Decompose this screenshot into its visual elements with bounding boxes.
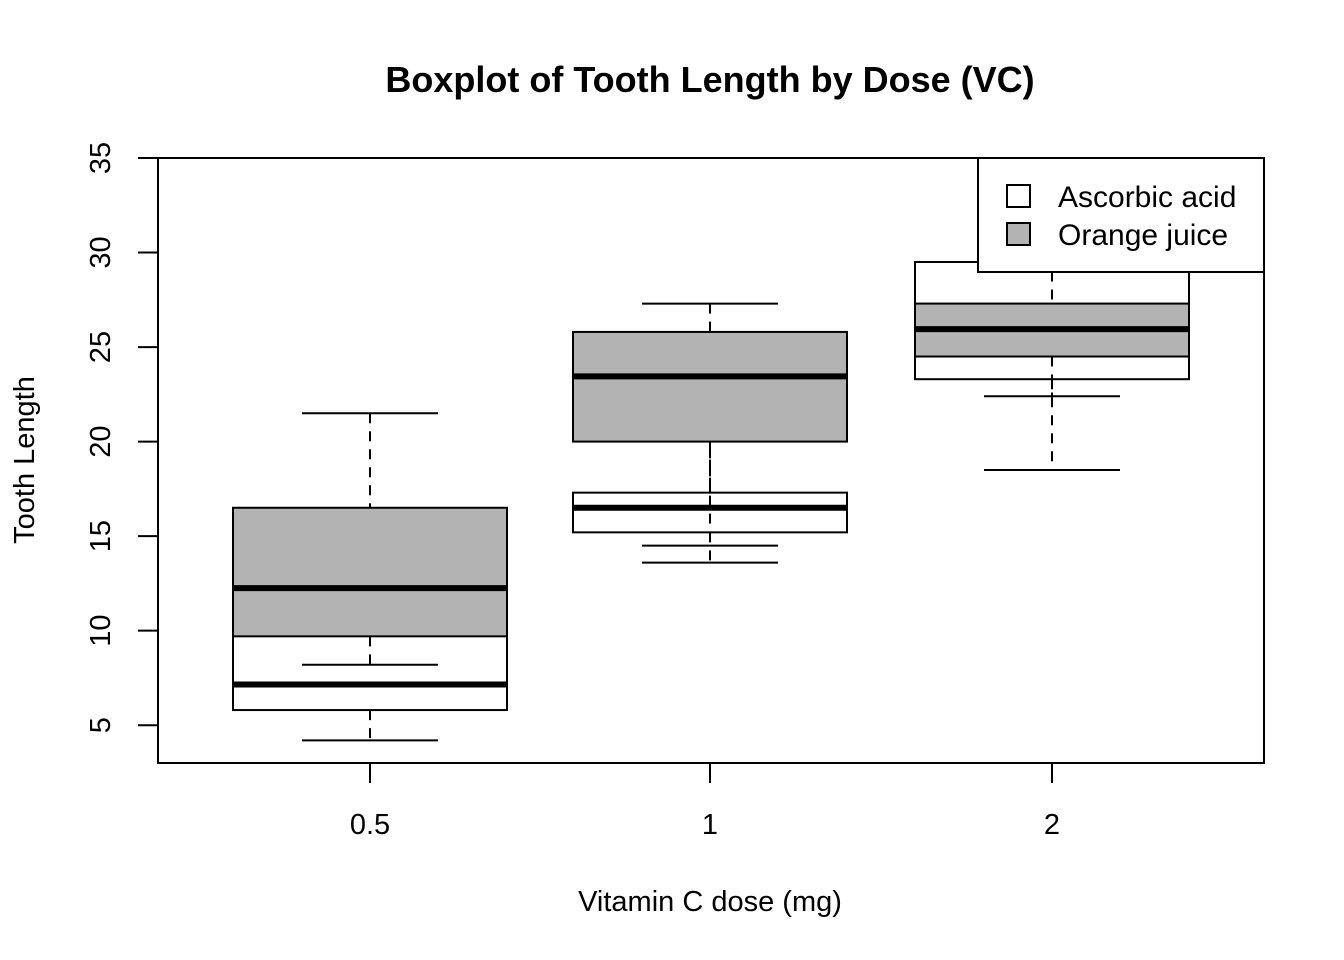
y-tick-label: 30: [85, 236, 117, 268]
y-tick-label: 15: [85, 520, 117, 552]
y-tick-label: 25: [85, 331, 117, 363]
box-orange-juice-1: [572, 302, 848, 547]
chart-title: Boxplot of Tooth Length by Dose (VC): [385, 59, 1034, 100]
x-axis-label: Vitamin C dose (mg): [578, 886, 842, 918]
x-tick-label: 0.5: [350, 809, 390, 841]
box-orange-juice-0.5: [232, 412, 508, 666]
legend-swatch: [1006, 222, 1031, 246]
y-axis: 5 10 15 20 25 30 35: [85, 142, 159, 733]
y-tick-label: 10: [85, 615, 117, 647]
x-axis: 0.5 1 2: [350, 763, 1060, 841]
legend-label: Orange juice: [1058, 219, 1228, 252]
y-axis-label: Tooth Length: [9, 376, 41, 544]
x-tick-label: 1: [702, 809, 718, 841]
legend-swatch: [1006, 184, 1031, 208]
box-orange-juice-2: [914, 234, 1190, 398]
boxes-layer: [232, 177, 1190, 742]
iqr-box: [572, 330, 848, 443]
y-tick-label: 5: [85, 717, 117, 733]
y-tick-label: 20: [85, 425, 117, 457]
legend-box: [977, 157, 1265, 273]
iqr-box: [232, 506, 508, 638]
legend: Ascorbic acid Orange juice: [977, 157, 1265, 273]
y-tick-label: 35: [85, 142, 117, 174]
x-tick-label: 2: [1044, 809, 1060, 841]
legend-label: Ascorbic acid: [1058, 181, 1236, 214]
